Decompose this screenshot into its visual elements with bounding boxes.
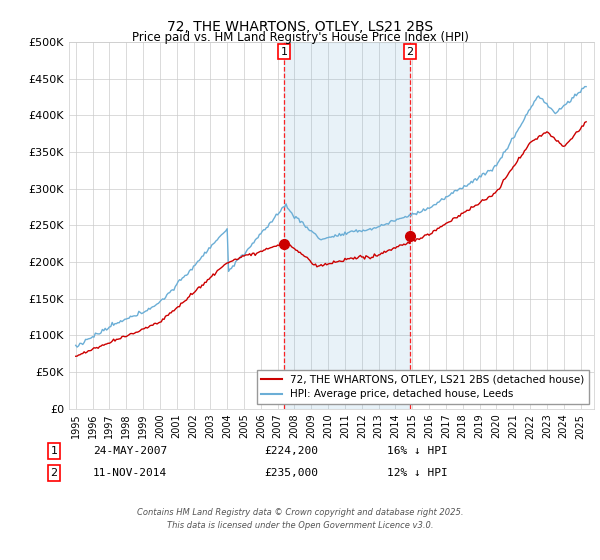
Legend: 72, THE WHARTONS, OTLEY, LS21 2BS (detached house), HPI: Average price, detached: 72, THE WHARTONS, OTLEY, LS21 2BS (detac… — [257, 370, 589, 404]
Text: 1: 1 — [50, 446, 58, 456]
Text: 12% ↓ HPI: 12% ↓ HPI — [387, 468, 448, 478]
Text: 24-MAY-2007: 24-MAY-2007 — [93, 446, 167, 456]
Text: This data is licensed under the Open Government Licence v3.0.: This data is licensed under the Open Gov… — [167, 521, 433, 530]
Text: Price paid vs. HM Land Registry's House Price Index (HPI): Price paid vs. HM Land Registry's House … — [131, 31, 469, 44]
Text: 1: 1 — [281, 46, 288, 57]
Text: 16% ↓ HPI: 16% ↓ HPI — [387, 446, 448, 456]
Text: £224,200: £224,200 — [264, 446, 318, 456]
Text: Contains HM Land Registry data © Crown copyright and database right 2025.: Contains HM Land Registry data © Crown c… — [137, 508, 463, 517]
Bar — [284, 42, 410, 409]
Text: 11-NOV-2014: 11-NOV-2014 — [93, 468, 167, 478]
Text: 2: 2 — [406, 46, 413, 57]
Text: 72, THE WHARTONS, OTLEY, LS21 2BS: 72, THE WHARTONS, OTLEY, LS21 2BS — [167, 20, 433, 34]
Text: £235,000: £235,000 — [264, 468, 318, 478]
Text: 2: 2 — [50, 468, 58, 478]
